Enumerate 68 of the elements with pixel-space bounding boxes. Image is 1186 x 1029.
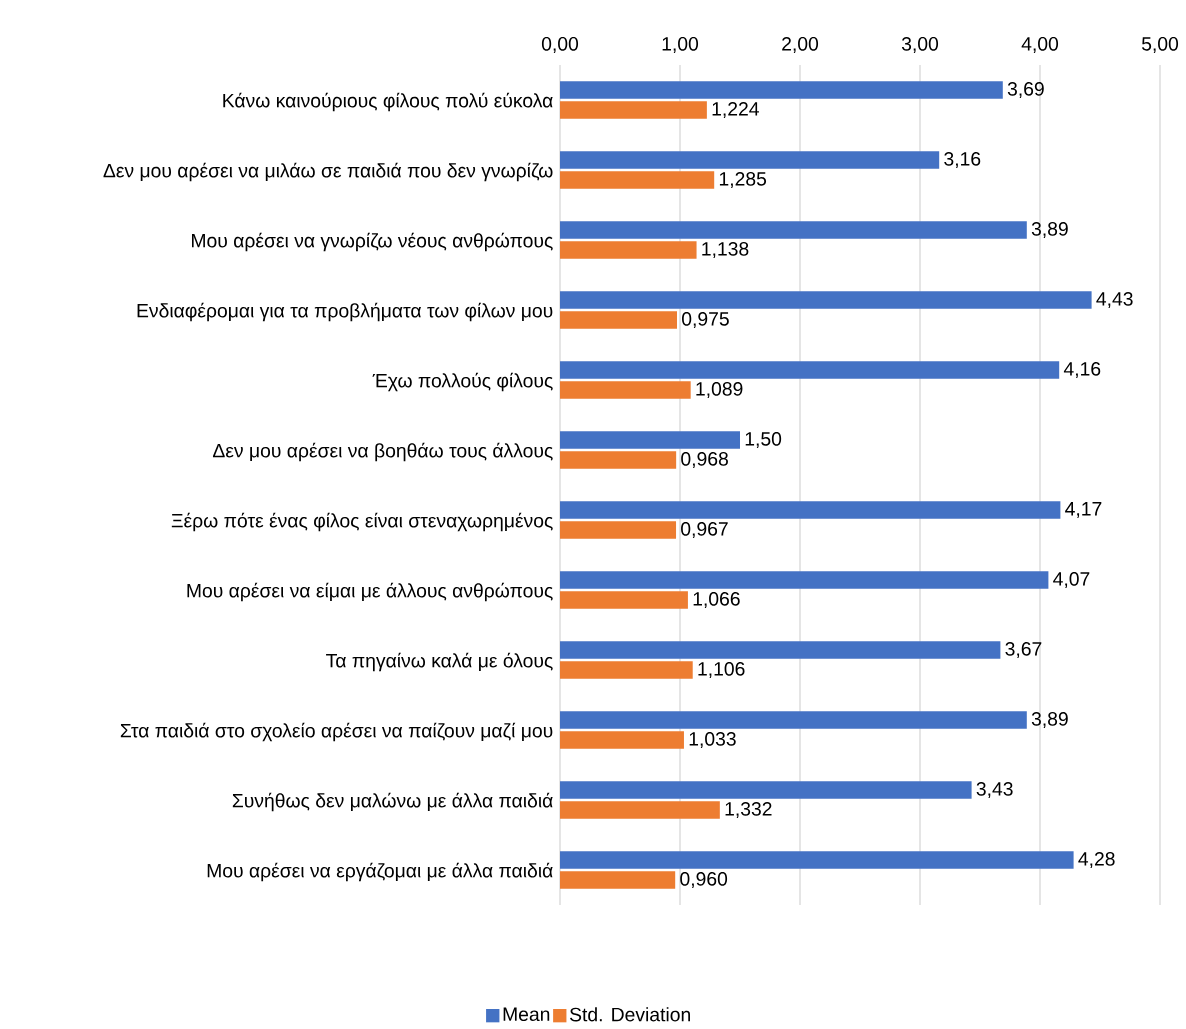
bar	[560, 501, 1061, 519]
bar	[560, 781, 972, 799]
x-tick-label: 0,00	[541, 36, 579, 53]
y-tick-label: Στα παιδιά στο σχολείο αρέσει να παίζουν μαζί μου	[120, 722, 553, 742]
bar	[560, 291, 1092, 309]
bar	[560, 381, 691, 399]
data-label: 4,43	[1096, 292, 1133, 308]
data-label: 3,69	[1007, 82, 1044, 98]
bar	[560, 641, 1001, 659]
data-label: 1,50	[745, 432, 782, 448]
data-label: 1,066	[693, 592, 740, 608]
data-label: 4,17	[1065, 502, 1102, 518]
y-tick-label: Δεν μου αρέσει να βοηθάω τους άλλους	[212, 442, 553, 462]
bar	[560, 241, 697, 259]
y-tick-label: Συνήθως δεν μαλώνω με άλλα παιδιά	[232, 792, 553, 812]
data-label: 4,16	[1063, 362, 1101, 378]
data-label: 1,285	[719, 172, 767, 188]
bar	[560, 101, 707, 119]
legend-label: Std. Deviation	[569, 1007, 690, 1022]
bar	[560, 661, 693, 679]
data-label: 0,975	[682, 312, 729, 328]
y-tick-label: Μου αρέσει να εργάζομαι με άλλα παιδιά	[207, 862, 553, 882]
bar	[560, 871, 676, 889]
y-tick-label: Ξέρω πότε ένας φίλος είναι στεναχωρημένος	[171, 512, 553, 532]
x-tick-label: 4,00	[1021, 36, 1059, 53]
bar	[560, 81, 1003, 99]
data-label: 3,89	[1031, 712, 1068, 728]
bar	[560, 221, 1027, 239]
bar	[560, 521, 677, 539]
bar	[560, 361, 1060, 379]
y-tick-label: Κάνω καινούριους φίλους πολύ εύκολα	[223, 92, 553, 112]
data-label: 3,89	[1031, 222, 1068, 238]
data-label: 3,16	[944, 152, 981, 168]
bar	[560, 851, 1074, 869]
bar	[560, 151, 940, 169]
bar	[560, 171, 715, 189]
y-tick-label: Δεν μου αρέσει να μιλάω σε παιδιά που δεν γνωρίζω	[103, 162, 553, 182]
bar	[560, 311, 677, 329]
bar	[560, 801, 720, 819]
data-label: 1,106	[698, 662, 745, 678]
data-label: 1,089	[696, 382, 743, 398]
y-tick-label: Ενδιαφέρομαι για τα προβλήματα των φίλων μου	[137, 302, 553, 322]
y-tick-label: Μου αρέσει να γνωρίζω νέους ανθρώπους	[192, 232, 553, 252]
bar	[560, 571, 1049, 589]
y-tick-label: Έχω πολλούς φίλους	[372, 372, 553, 392]
data-label: 3,67	[1005, 642, 1042, 658]
data-label: 1,332	[725, 802, 772, 818]
bar	[560, 451, 677, 469]
y-tick-label: Τα πηγαίνω καλά με όλους	[326, 652, 553, 672]
x-tick-label: 3,00	[901, 36, 939, 53]
data-label: 1,138	[702, 242, 749, 258]
data-label: 0,967	[681, 522, 728, 538]
bar	[560, 711, 1027, 729]
bar	[560, 431, 740, 449]
x-tick-label: 2,00	[782, 36, 819, 53]
y-tick-label: Μου αρέσει να είμαι με άλλους ανθρώπους	[187, 582, 553, 602]
legend-label: Mean	[503, 1007, 550, 1022]
data-label: 0,960	[680, 872, 728, 888]
data-label: 4,07	[1053, 572, 1090, 588]
data-label: 4,28	[1078, 852, 1115, 868]
bar	[560, 731, 684, 749]
data-label: 1,033	[689, 732, 736, 748]
x-tick-label: 1,00	[662, 36, 699, 53]
data-label: 3,43	[976, 782, 1013, 798]
data-label: 0,968	[681, 452, 728, 468]
bar	[560, 591, 688, 609]
data-label: 1,224	[712, 102, 759, 118]
x-tick-label: 5,00	[1141, 36, 1179, 53]
